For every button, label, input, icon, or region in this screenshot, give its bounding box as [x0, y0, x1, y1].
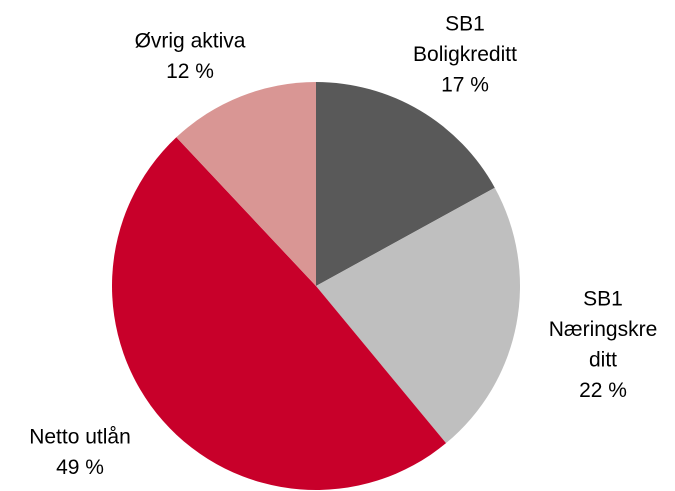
- slice-value-label: 22 %: [579, 379, 627, 402]
- pie-slice: [112, 137, 447, 490]
- slice-value-label: 12 %: [166, 60, 214, 83]
- slice-label: SB1: [445, 13, 485, 36]
- slice-label: Boligkreditt: [413, 43, 517, 66]
- slice-value-label: 49 %: [56, 456, 104, 479]
- slice-label: Netto utlån: [29, 426, 131, 449]
- slice-label: ditt: [589, 349, 617, 372]
- pie-slice: [176, 82, 316, 286]
- pie-slice: [316, 187, 520, 444]
- pie-slice: [316, 82, 495, 286]
- slice-label: SB1: [583, 288, 623, 311]
- slice-label: Næringskre: [549, 318, 658, 341]
- slice-value-label: 17 %: [441, 74, 489, 97]
- slice-label: Øvrig aktiva: [135, 30, 246, 53]
